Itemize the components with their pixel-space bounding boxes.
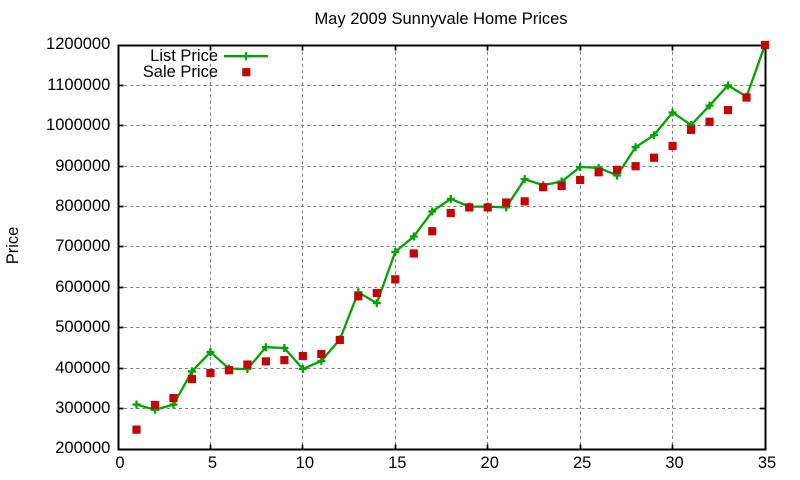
svg-text:400000: 400000 (55, 359, 110, 377)
svg-text:25: 25 (573, 454, 591, 472)
svg-text:800000: 800000 (55, 197, 110, 215)
svg-text:1100000: 1100000 (47, 76, 110, 94)
svg-text:0: 0 (115, 454, 124, 472)
svg-text:1200000: 1200000 (46, 35, 110, 53)
svg-text:Price: Price (4, 227, 22, 265)
svg-text:700000: 700000 (55, 237, 110, 255)
svg-text:20: 20 (481, 454, 499, 472)
svg-text:May 2009 Sunnyvale Home Prices: May 2009 Sunnyvale Home Prices (314, 10, 567, 28)
svg-text:1000000: 1000000 (46, 116, 110, 134)
svg-text:500000: 500000 (55, 318, 110, 336)
svg-text:List Price: List Price (150, 47, 218, 65)
svg-text:10: 10 (296, 454, 314, 472)
svg-text:200000: 200000 (55, 439, 110, 457)
svg-text:5: 5 (208, 454, 217, 472)
svg-text:900000: 900000 (55, 157, 110, 175)
svg-text:600000: 600000 (55, 278, 110, 296)
svg-text:15: 15 (388, 454, 406, 472)
svg-text:300000: 300000 (55, 399, 110, 417)
svg-text:30: 30 (665, 454, 683, 472)
svg-text:35: 35 (758, 454, 776, 472)
svg-text:Sale Price: Sale Price (143, 63, 218, 81)
